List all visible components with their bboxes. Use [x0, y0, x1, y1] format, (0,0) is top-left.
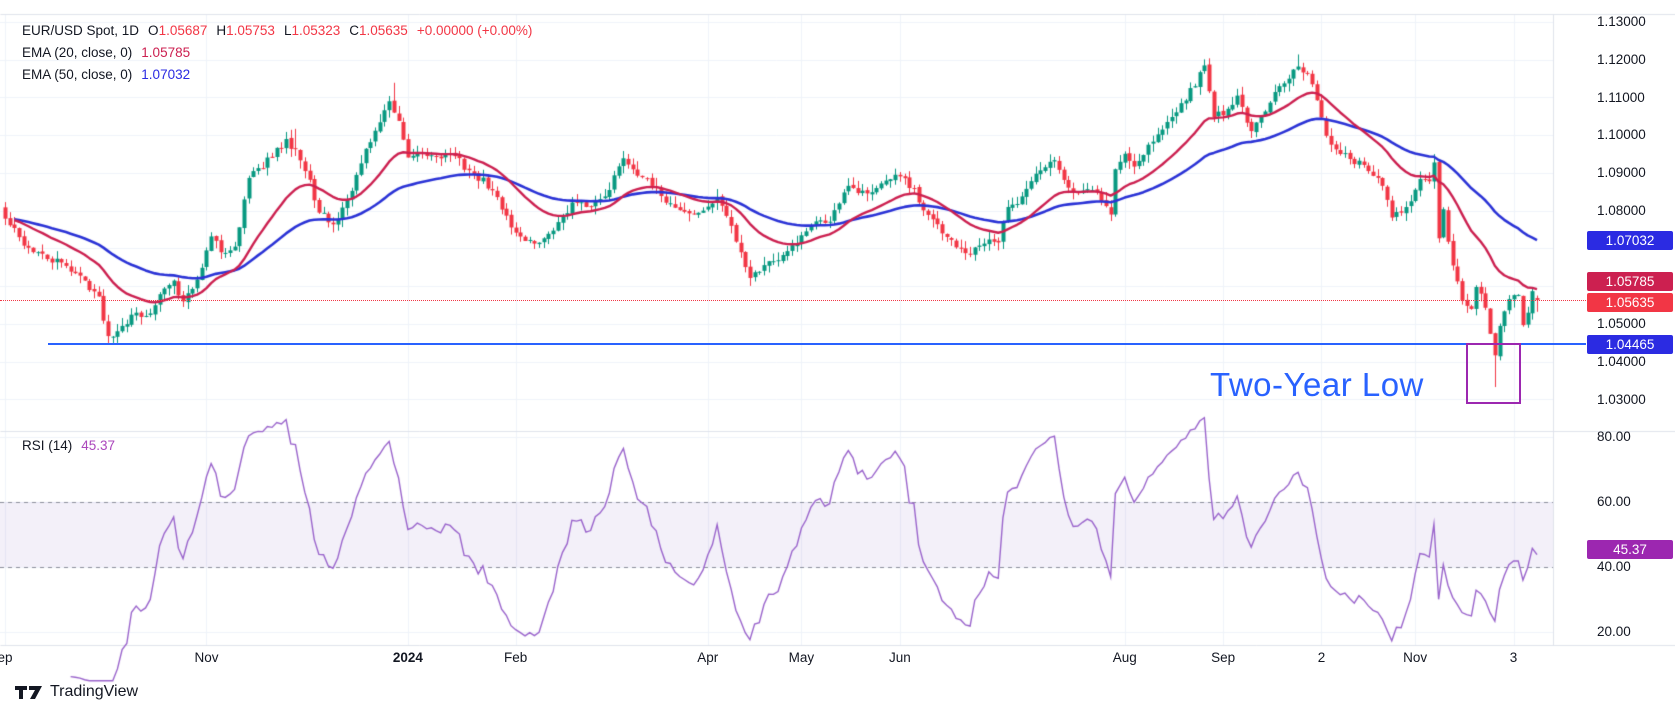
ema20-price-label: 1.05785 — [1587, 271, 1673, 291]
time-axis-label: Jun — [888, 650, 911, 665]
rsi-tick-label: 80.00 — [1597, 429, 1631, 444]
price-axis[interactable]: 1.13000 1.12000 1.11000 1.10000 1.09000 1.080… — [1553, 14, 1675, 645]
time-axis[interactable]: ep Nov 2024 Feb Apr May Jun Aug Sep 2 Nov 3 — [0, 645, 1675, 673]
purple-highlight-box[interactable] — [1466, 343, 1521, 404]
two-year-low-annotation[interactable]: Two-Year Low — [1210, 366, 1424, 403]
tradingview-logo-icon — [15, 685, 42, 699]
price-tick-label: 1.10000 — [1597, 127, 1646, 143]
ohlc-segment: O1.05687 — [148, 23, 208, 38]
symbol-legend-row[interactable]: EUR/USD Spot, 1D O1.05687 H1.05753 L1.0532… — [22, 23, 532, 38]
time-axis-label: 2 — [1317, 650, 1326, 665]
price-tick-label: 1.09000 — [1597, 165, 1646, 180]
last-price-label: 1.05635 — [1587, 292, 1673, 312]
ema20-label: EMA (20, close, 0) — [22, 45, 133, 60]
time-axis-label: Sep — [1211, 650, 1236, 665]
rsi-tick-label: 20.00 — [1597, 624, 1631, 639]
change-value: +0.00000 (+0.00%) — [416, 23, 533, 38]
time-axis-label: 3 — [1509, 650, 1518, 665]
time-axis-label: ep — [0, 650, 13, 665]
ohlc-segment: L1.05323 — [283, 23, 341, 38]
ema50-value: 1.07032 — [141, 67, 191, 82]
rsi-tick-label: 40.00 — [1597, 559, 1631, 574]
tradingview-logo-text: TradingView — [50, 683, 139, 700]
ohlc-values: O1.05687 H1.05753 L1.05323 C1.05635 — [148, 23, 408, 38]
ohlc-segment: C1.05635 — [349, 23, 408, 38]
current-price-dotted-line — [0, 299, 1586, 301]
ema50-legend-row[interactable]: EMA (50, close, 0) 1.07032 — [22, 67, 190, 82]
time-axis-label: 2024 — [392, 650, 423, 665]
time-axis-label: Apr — [697, 650, 719, 665]
price-tick-label: 1.03000 — [1597, 391, 1646, 407]
price-tick-label: 1.12000 — [1597, 51, 1646, 67]
ema50-label: EMA (50, close, 0) — [22, 67, 133, 82]
support-horizontal-line[interactable] — [48, 343, 1586, 346]
ohlc-segment: H1.05753 — [216, 23, 275, 38]
ema50-price-label: 1.07032 — [1587, 230, 1673, 250]
price-tick-label: 1.08000 — [1597, 202, 1646, 218]
tradingview-logo[interactable]: TradingView — [14, 683, 138, 701]
support-price-label: 1.04465 — [1587, 334, 1673, 354]
time-axis-label: Nov — [1403, 650, 1428, 665]
rsi-legend-row[interactable]: RSI (14) 45.37 — [22, 438, 115, 453]
time-axis-label: Aug — [1112, 650, 1137, 665]
symbol-title: EUR/USD Spot, 1D — [22, 23, 140, 38]
price-tick-label: 1.13000 — [1597, 14, 1646, 29]
time-axis-label: Nov — [194, 650, 219, 665]
time-axis-label: Feb — [504, 650, 528, 665]
rsi-value: 45.37 — [81, 438, 116, 453]
rsi-tick-label: 60.00 — [1597, 494, 1631, 509]
rsi-value-label: 45.37 — [1587, 540, 1673, 560]
price-tick-label: 1.05000 — [1597, 316, 1646, 331]
price-tick-label: 1.11000 — [1597, 89, 1645, 105]
ema20-legend-row[interactable]: EMA (20, close, 0) 1.05785 — [22, 45, 190, 60]
time-axis-label: May — [788, 650, 815, 665]
rsi-label: RSI (14) — [22, 438, 73, 453]
price-tick-label: 1.04000 — [1597, 353, 1646, 369]
ema20-value: 1.05785 — [141, 45, 191, 60]
